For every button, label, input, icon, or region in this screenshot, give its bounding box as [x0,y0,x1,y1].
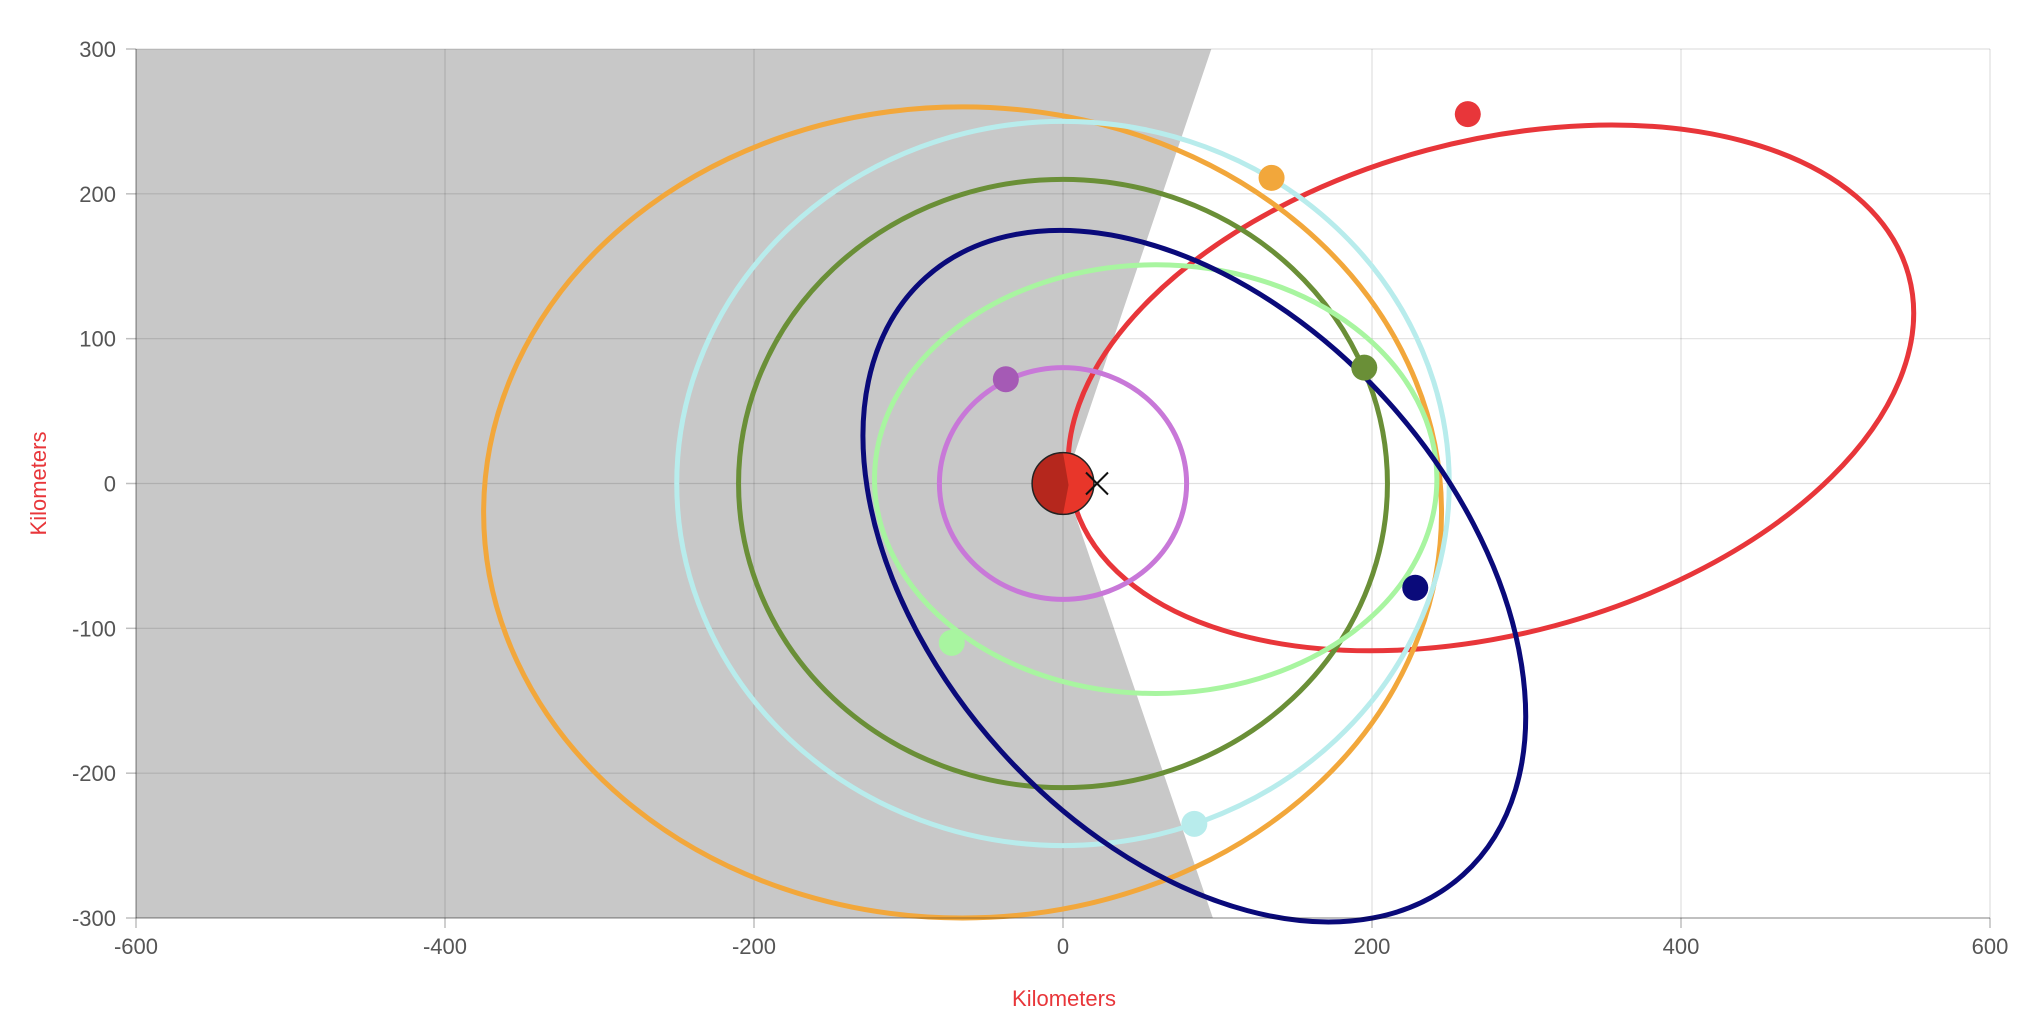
y-tick-label: -300 [72,906,116,931]
x-tick-label: -600 [114,934,158,959]
orbit-path [481,104,1445,921]
satellite-marker [992,366,1019,393]
orbit-path [936,365,1190,602]
orbit-path [872,262,1440,697]
satellites-layer [938,101,1481,837]
orbits-layer [481,104,1917,925]
y-tick-label: 100 [79,327,116,352]
central-body-lit [1063,452,1094,515]
central-body-outline [1031,451,1095,516]
y-tick-label: -100 [72,616,116,641]
x-tick-label: -400 [423,934,467,959]
x-tick-label: -200 [732,934,776,959]
satellite-marker [1258,164,1285,191]
satellite-marker [1181,810,1208,837]
orbit-path [736,176,1390,791]
axes-layer: -600 -400 -200 0 200 400 600 -300 -200 -100 0 100 20… [72,37,2008,959]
x-tick-label: 400 [1663,934,1700,959]
x-tick-label: 600 [1972,934,2009,959]
x-axis-title: Kilometers [1012,986,1116,1011]
satellite-marker [1402,574,1429,601]
satellite-marker [1351,354,1378,381]
orbit-path [860,227,1529,925]
y-tick-label: 0 [104,472,116,497]
y-axis-title: Kilometers [26,432,51,536]
x-marker-stroke [1085,471,1109,496]
central-body-layer [1031,451,1095,516]
y-tick-label: -200 [72,761,116,786]
y-tick-label: 300 [79,37,116,62]
satellite-marker [938,629,965,656]
x-tick-label: 0 [1057,934,1069,959]
satellite-marker [1454,101,1481,128]
y-tick-label: 200 [79,182,116,207]
x-tick-label: 200 [1354,934,1391,959]
